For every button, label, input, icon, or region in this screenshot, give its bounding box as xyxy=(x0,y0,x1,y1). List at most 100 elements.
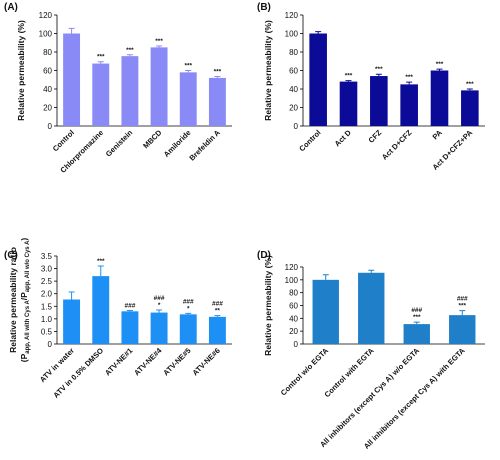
error-bar xyxy=(156,45,163,48)
category-label: ATV-NE#1 xyxy=(103,346,134,377)
category-label: PA xyxy=(431,128,445,142)
error-bar xyxy=(126,54,133,57)
significance-label: ### xyxy=(183,298,194,305)
error-bar xyxy=(185,312,192,315)
category-label: ATV-NE#6 xyxy=(191,346,222,377)
y-tick-label: 3.0 xyxy=(41,265,53,274)
bar xyxy=(150,312,168,344)
category-label: Genistein xyxy=(104,128,135,159)
y-label-part: app, All with Cys A xyxy=(25,300,31,354)
y-tick-label: 20 xyxy=(289,104,298,113)
y-tick-label: 80 xyxy=(289,289,298,298)
y-tick-label: 120 xyxy=(285,11,299,20)
panel-title: (A) xyxy=(4,2,18,13)
y-tick-label: 80 xyxy=(289,48,298,57)
bar xyxy=(312,279,339,344)
bar xyxy=(208,77,226,126)
y-tick-label: 0 xyxy=(48,340,53,349)
significance-label: *** xyxy=(375,66,383,73)
y-label-part: (P xyxy=(19,353,29,362)
y-tick-label: 120 xyxy=(285,263,299,272)
category-label: Act D+CFZ xyxy=(380,128,414,162)
significance-label: *** xyxy=(345,73,353,80)
y-axis-label: Relative permeability ratio xyxy=(8,247,18,353)
y-tick-label: 40 xyxy=(289,314,298,323)
significance-label: ### xyxy=(124,303,135,310)
category-label: ATV-NE#5 xyxy=(161,346,192,377)
error-bar xyxy=(322,274,329,280)
category-label: Control xyxy=(297,128,322,153)
bar xyxy=(208,316,226,344)
significance-label: * xyxy=(187,305,190,312)
y-tick-label: 0 xyxy=(294,340,299,349)
bar xyxy=(179,314,197,344)
significance-label: *** xyxy=(413,314,421,321)
panel-title: (C) xyxy=(4,250,18,261)
error-bar xyxy=(68,27,75,34)
significance-label: ### xyxy=(411,307,422,314)
significance-label: ### xyxy=(457,296,468,303)
category-label: ATV-NE#4 xyxy=(132,345,164,377)
bar xyxy=(449,315,476,344)
y-label-part: /P xyxy=(19,292,29,300)
y-tick-label: 1.0 xyxy=(41,315,53,324)
category-label: Control with EGTA xyxy=(323,346,377,400)
error-bar xyxy=(368,269,375,273)
y-tick-label: 60 xyxy=(289,67,298,76)
bar xyxy=(309,33,327,126)
error-bar xyxy=(97,61,104,64)
bar xyxy=(400,84,418,126)
category-label: ATV in 0.5% DMSO xyxy=(51,346,105,400)
bar xyxy=(121,311,139,344)
bar xyxy=(179,72,197,126)
category-label: All inhibitors (except Cys A) w/o EGTA xyxy=(318,346,421,449)
significance-label: *** xyxy=(97,258,105,265)
y-tick-label: 2.0 xyxy=(41,290,53,299)
bar xyxy=(92,63,110,126)
significance-label: *** xyxy=(155,38,163,45)
y-tick-label: 0 xyxy=(48,122,53,131)
error-bar xyxy=(97,265,104,277)
y-tick-label: 20 xyxy=(289,327,298,336)
significance-label: *** xyxy=(214,69,222,76)
significance-label: *** xyxy=(97,54,105,61)
significance-label: *** xyxy=(436,61,444,68)
error-bar xyxy=(126,310,133,312)
y-tick-label: 0 xyxy=(294,122,299,131)
category-label: Act D xyxy=(333,128,354,149)
y-axis-label: Relative permeability (%) xyxy=(16,20,26,121)
y-label-part: ) xyxy=(19,238,29,241)
error-bar xyxy=(459,310,466,316)
y-tick-label: 100 xyxy=(285,30,299,39)
error-bar xyxy=(156,309,163,313)
bar xyxy=(370,76,388,126)
panel-title: (D) xyxy=(257,250,271,261)
bar xyxy=(150,47,168,126)
bar xyxy=(461,90,479,126)
y-tick-label: 120 xyxy=(39,11,53,20)
y-axis-label: Relative permeability (%) xyxy=(263,255,273,356)
bar xyxy=(339,81,358,126)
error-bar xyxy=(185,70,192,73)
significance-label: * xyxy=(158,302,161,309)
category-label: Control w/o EGTA xyxy=(279,346,331,398)
y-tick-label: 40 xyxy=(43,85,52,94)
significance-label: *** xyxy=(405,74,413,81)
error-bar xyxy=(345,80,352,82)
bar xyxy=(358,272,385,344)
error-bar xyxy=(413,321,420,325)
error-bar xyxy=(214,76,221,78)
error-bar xyxy=(375,73,382,77)
y-tick-label: 2.5 xyxy=(41,277,53,286)
category-label: MBCD xyxy=(141,128,164,151)
error-bar xyxy=(68,291,75,300)
category-label: CFZ xyxy=(367,128,384,145)
significance-label: ### xyxy=(154,295,165,302)
y-axis-label-formula: (Papp, All with Cys A/Papp, All w/o Cys … xyxy=(19,238,31,363)
y-tick-label: 3.5 xyxy=(41,252,53,261)
y-tick-label: 40 xyxy=(289,85,298,94)
error-bar xyxy=(466,88,473,91)
category-label: All inhibitors (except Cys A) with EGTA xyxy=(362,346,467,451)
y-tick-label: 80 xyxy=(43,48,52,57)
